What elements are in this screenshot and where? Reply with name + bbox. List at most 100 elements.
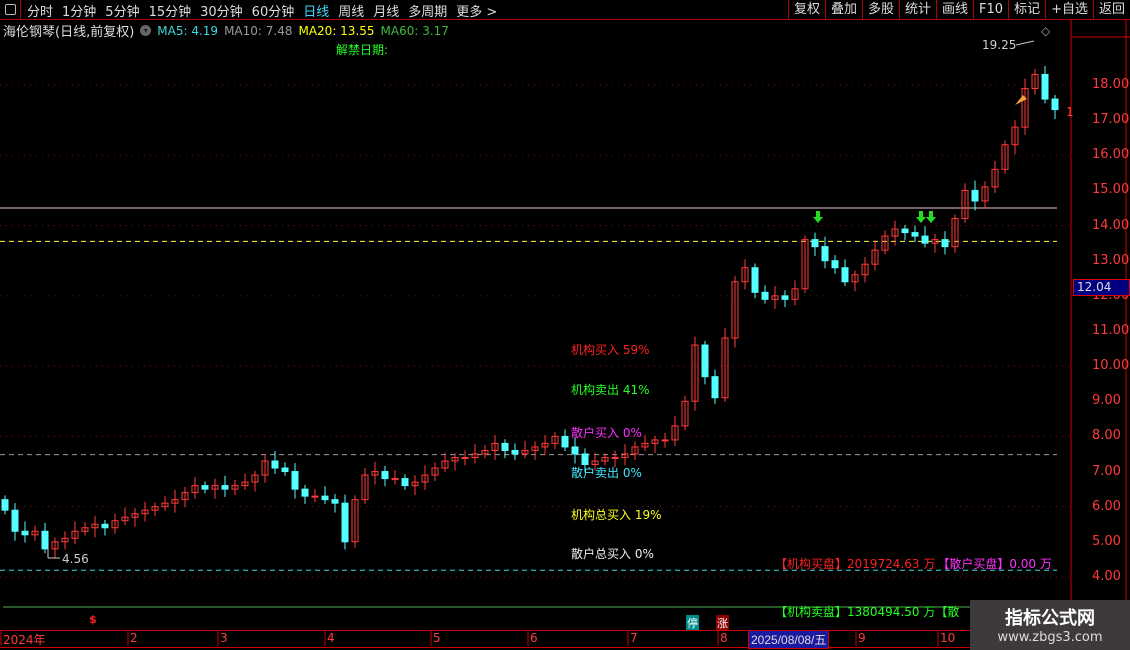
candle-body <box>721 337 729 399</box>
tab-2[interactable]: 5分钟 <box>105 5 140 20</box>
candle-body <box>871 249 879 265</box>
price-tick: 11.00 <box>1092 322 1130 338</box>
candle-body <box>361 474 369 501</box>
stock-title: 海伦钢琴(日线,前复权) <box>3 25 135 40</box>
candle-body <box>91 523 99 529</box>
candle-body <box>231 485 239 490</box>
candle-body <box>51 541 59 550</box>
toolbar-button-8[interactable]: 返回 <box>1092 0 1130 19</box>
inst-sell-label: 机构卖出 41% <box>571 383 650 397</box>
tab-0[interactable]: 分时 <box>27 5 54 20</box>
candle-body <box>301 488 309 497</box>
candle-body <box>331 499 339 504</box>
tab-5[interactable]: 60分钟 <box>251 5 295 20</box>
price-tick: 10.00 <box>1092 358 1130 374</box>
down-arrow-icon <box>916 211 926 223</box>
date-tick: 4 <box>327 631 335 645</box>
tab-1[interactable]: 1分钟 <box>62 5 97 20</box>
candle-body <box>391 478 399 481</box>
candle-body <box>511 449 519 455</box>
retail-buy-disk: 【散户买盘】0.00 万 <box>937 557 1052 571</box>
buy-disk-row: 【机构买盘】2019724.63 万 【散户买盘】0.00 万 <box>775 555 1052 572</box>
tab-6[interactable]: 日线 <box>303 5 330 20</box>
candle-body <box>671 425 679 441</box>
toolbar-button-0[interactable]: 复权 <box>787 0 825 19</box>
candle-body <box>191 485 199 494</box>
candle-body <box>461 456 469 459</box>
candle-body <box>491 442 499 451</box>
price-tick: 16.00 <box>1092 147 1130 163</box>
toolbar-button-4[interactable]: 画线 <box>936 0 973 19</box>
candle-body <box>211 485 219 490</box>
date-tick: 9 <box>858 631 866 645</box>
tab-10[interactable]: 更多 > <box>456 5 498 20</box>
tab-7[interactable]: 周线 <box>338 5 365 20</box>
candle-body <box>651 439 659 444</box>
inst-sell-disk: 【机构卖盘】1380494.50 万【散 <box>775 605 960 619</box>
toolbar-button-5[interactable]: F10 <box>973 0 1008 19</box>
candle-body <box>21 530 29 536</box>
candle-body <box>291 471 299 490</box>
tab-3[interactable]: 15分钟 <box>148 5 192 20</box>
tab-8[interactable]: 月线 <box>373 5 400 20</box>
candle-body <box>321 495 329 501</box>
date-tick: 5 <box>433 631 441 645</box>
toolbar-button-1[interactable]: 叠加 <box>824 0 862 19</box>
candle-body <box>341 502 349 543</box>
candle-body <box>601 456 609 462</box>
unlock-date-label: 解禁日期: <box>336 43 389 57</box>
price-tick: 13.00 <box>1092 252 1130 268</box>
candle-body <box>811 239 819 248</box>
candle-body <box>31 530 39 536</box>
toolbar-button-6[interactable]: 标记 <box>1008 0 1045 19</box>
candle-body <box>631 446 639 455</box>
candle-body <box>611 456 619 459</box>
candle-body <box>641 442 649 448</box>
tab-9[interactable]: 多周期 <box>408 5 448 20</box>
candle-body <box>991 168 999 188</box>
price-tick: 9.00 <box>1092 393 1121 409</box>
settings-diamond-icon[interactable]: ◇ <box>1041 24 1051 38</box>
price-tick: 6.00 <box>1092 498 1121 514</box>
retail-sell-label: 散户卖出 0% <box>571 466 642 480</box>
right-toolbar: 复权 叠加 多股 统计 画线 F10 标记 +自选 返回 <box>787 0 1130 19</box>
down-arrow-icon <box>926 211 936 223</box>
tab-4[interactable]: 30分钟 <box>200 5 243 20</box>
retail-total-buy-label: 散户总买入 0% <box>571 547 654 561</box>
candle-body <box>251 474 259 483</box>
candle-body <box>781 295 789 300</box>
candle-body <box>141 509 149 515</box>
candle-body <box>891 228 899 237</box>
price-tick: 4.00 <box>1092 568 1121 584</box>
candle-body <box>661 439 669 442</box>
price-tick: 18.00 <box>1092 77 1130 92</box>
candle-body <box>181 492 189 501</box>
toolbar-button-3[interactable]: 统计 <box>899 0 936 19</box>
candle-body <box>1001 144 1009 170</box>
candle-body <box>771 295 779 300</box>
candle-body <box>681 400 689 427</box>
price-tick: 8.00 <box>1092 428 1121 444</box>
toolbar-button-2[interactable]: 多股 <box>861 0 899 19</box>
candle-body <box>841 267 849 283</box>
candle-body <box>931 239 939 244</box>
candle-body <box>471 453 479 458</box>
candle-body <box>861 263 869 276</box>
panel-toggle-button[interactable] <box>0 0 21 19</box>
candle-body <box>41 530 49 550</box>
candle-body <box>941 239 949 248</box>
candle-body <box>241 481 249 487</box>
candle-body <box>1031 73 1039 90</box>
limit-up-marker: 涨 <box>716 615 729 631</box>
ma20-value: MA20: 13.55 <box>298 23 375 38</box>
candle-body <box>831 260 839 269</box>
candle-body <box>851 274 859 283</box>
candle-body <box>81 527 89 532</box>
dropdown-icon[interactable]: ▾ <box>140 25 152 36</box>
current-price-box: 12.04 <box>1073 279 1130 296</box>
candle-body <box>71 530 79 539</box>
candle-body <box>541 442 549 448</box>
toolbar-button-7[interactable]: +自选 <box>1045 0 1093 19</box>
candle-body <box>411 481 419 487</box>
